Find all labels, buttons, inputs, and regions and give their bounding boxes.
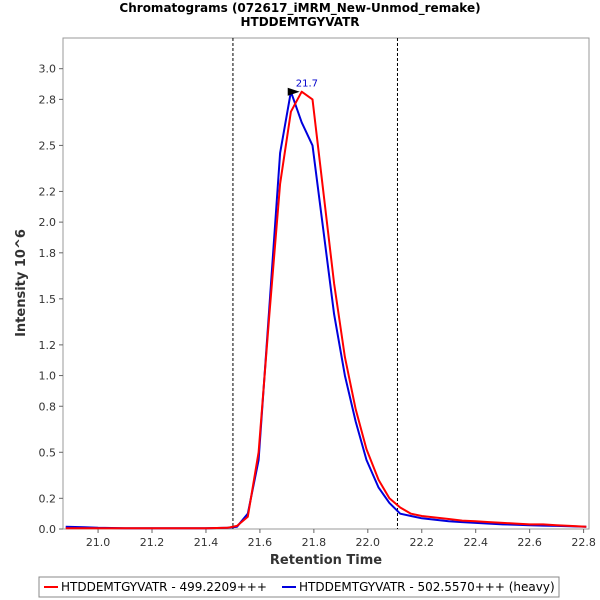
legend-label-light: HTDDEMTGYVATR - 499.2209+++ (61, 580, 267, 594)
y-tick-label: 0.0 (39, 523, 57, 536)
y-tick-label: 0.8 (39, 400, 57, 413)
y-axis-label: Intensity 10^6 (14, 229, 29, 337)
y-tick-label: 1.5 (39, 293, 57, 306)
y-tick-label: 2.2 (39, 185, 57, 198)
x-axis-ticks: 21.0 21.2 21.4 21.6 21.8 22.0 22.2 22.4 22.6 22.8 (86, 529, 596, 549)
x-tick-label: 22.6 (517, 536, 542, 549)
x-tick-label: 21.8 (302, 536, 327, 549)
y-tick-label: 0.2 (39, 492, 57, 505)
legend: HTDDEMTGYVATR - 499.2209+++ HTDDEMTGYVAT… (38, 576, 560, 598)
chart-subtitle: HTDDEMTGYVATR (240, 15, 359, 29)
x-tick-label: 22.2 (410, 536, 435, 549)
y-tick-label: 1.8 (39, 247, 57, 260)
plot-area (62, 37, 590, 530)
legend-box (38, 576, 560, 598)
x-tick-label: 22.0 (356, 536, 381, 549)
x-axis-label: Retention Time (270, 553, 382, 568)
chart-title: Chromatograms (072617_iMRM_New-Unmod_rem… (119, 1, 480, 16)
y-tick-label: 2.5 (39, 139, 57, 152)
y-tick-label: 3.0 (39, 63, 57, 76)
y-tick-label: 0.5 (39, 446, 57, 459)
series-line-light (65, 90, 587, 530)
y-tick-label: 1.0 (39, 370, 57, 383)
y-tick-label: 2.8 (39, 93, 57, 106)
peak-marker-arrow (287, 87, 300, 96)
integration-boundaries (232, 38, 398, 529)
peak-annotation-layer: 21.7 (287, 79, 318, 96)
y-tick-label: 2.0 (39, 216, 57, 229)
x-tick-label: 21.4 (194, 536, 219, 549)
x-tick-label: 21.0 (86, 536, 111, 549)
x-tick-label: 22.8 (571, 536, 596, 549)
x-tick-label: 22.4 (463, 536, 488, 549)
y-axis-ticks: 0.0 0.2 0.5 0.8 1.0 1.2 1.5 1.8 2.0 2.2 2.5 2.8 3.0 (39, 63, 63, 536)
series-layer (65, 90, 587, 530)
peak-label: 21.7 (296, 79, 318, 90)
x-tick-label: 21.2 (140, 536, 165, 549)
x-tick-label: 21.6 (248, 536, 273, 549)
legend-label-heavy: HTDDEMTGYVATR - 502.5570+++ (heavy) (299, 580, 555, 594)
y-tick-label: 1.2 (39, 339, 57, 352)
